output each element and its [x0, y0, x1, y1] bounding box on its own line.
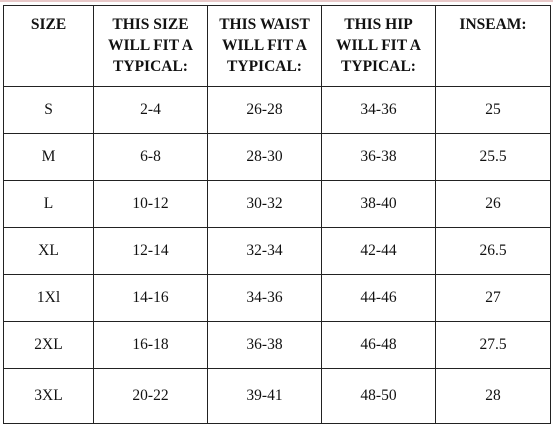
table-cell: 28	[435, 368, 551, 424]
table-cell: 36-38	[321, 133, 436, 181]
table-cell: 39-41	[207, 368, 322, 424]
column-header: SIZE	[3, 5, 94, 87]
table-cell: 10-12	[93, 180, 208, 228]
size-chart-table: SIZE THIS SIZE WILL FIT A TYPICAL: THIS WA…	[3, 5, 551, 424]
table-cell: 34-36	[321, 86, 436, 134]
table-cell: 36-38	[207, 321, 322, 369]
size-cell: 3XL	[3, 368, 94, 424]
table-row: 2XL 16-18 36-38 46-48 27.5	[3, 321, 551, 369]
table-cell: 27	[435, 274, 551, 322]
table-cell: 26.5	[435, 227, 551, 275]
column-header: THIS SIZE WILL FIT A TYPICAL:	[93, 5, 208, 87]
size-cell: S	[3, 86, 94, 134]
table-row: XL 12-14 32-34 42-44 26.5	[3, 227, 551, 275]
table-cell: 28-30	[207, 133, 322, 181]
table-cell: 26-28	[207, 86, 322, 134]
size-cell: 2XL	[3, 321, 94, 369]
table-cell: 32-34	[207, 227, 322, 275]
table-cell: 44-46	[321, 274, 436, 322]
table-cell: 48-50	[321, 368, 436, 424]
table-cell: 30-32	[207, 180, 322, 228]
table-cell: 38-40	[321, 180, 436, 228]
size-cell: 1Xl	[3, 274, 94, 322]
header-row: SIZE THIS SIZE WILL FIT A TYPICAL: THIS WA…	[3, 5, 551, 87]
table-cell: 42-44	[321, 227, 436, 275]
table-cell: 27.5	[435, 321, 551, 369]
table-cell: 12-14	[93, 227, 208, 275]
table-cell: 25	[435, 86, 551, 134]
table-row: M 6-8 28-30 36-38 25.5	[3, 133, 551, 181]
column-header: INSEAM:	[435, 5, 551, 87]
table-cell: 34-36	[207, 274, 322, 322]
table-cell: 25.5	[435, 133, 551, 181]
column-header: THIS HIP WILL FIT A TYPICAL:	[321, 5, 436, 87]
table-cell: 20-22	[93, 368, 208, 424]
size-cell: L	[3, 180, 94, 228]
column-header: THIS WAIST WILL FIT A TYPICAL:	[207, 5, 322, 87]
size-cell: XL	[3, 227, 94, 275]
table-cell: 6-8	[93, 133, 208, 181]
table-cell: 2-4	[93, 86, 208, 134]
size-cell: M	[3, 133, 94, 181]
table-row: S 2-4 26-28 34-36 25	[3, 86, 551, 134]
table-cell: 26	[435, 180, 551, 228]
table-body: S 2-4 26-28 34-36 25 M 6-8 28-30 36-38 25.5 L 10-12…	[3, 86, 551, 424]
table-cell: 16-18	[93, 321, 208, 369]
table-cell: 46-48	[321, 321, 436, 369]
table-row: 3XL 20-22 39-41 48-50 28	[3, 368, 551, 424]
table-cell: 14-16	[93, 274, 208, 322]
table-row: 1Xl 14-16 34-36 44-46 27	[3, 274, 551, 322]
table-row: L 10-12 30-32 38-40 26	[3, 180, 551, 228]
